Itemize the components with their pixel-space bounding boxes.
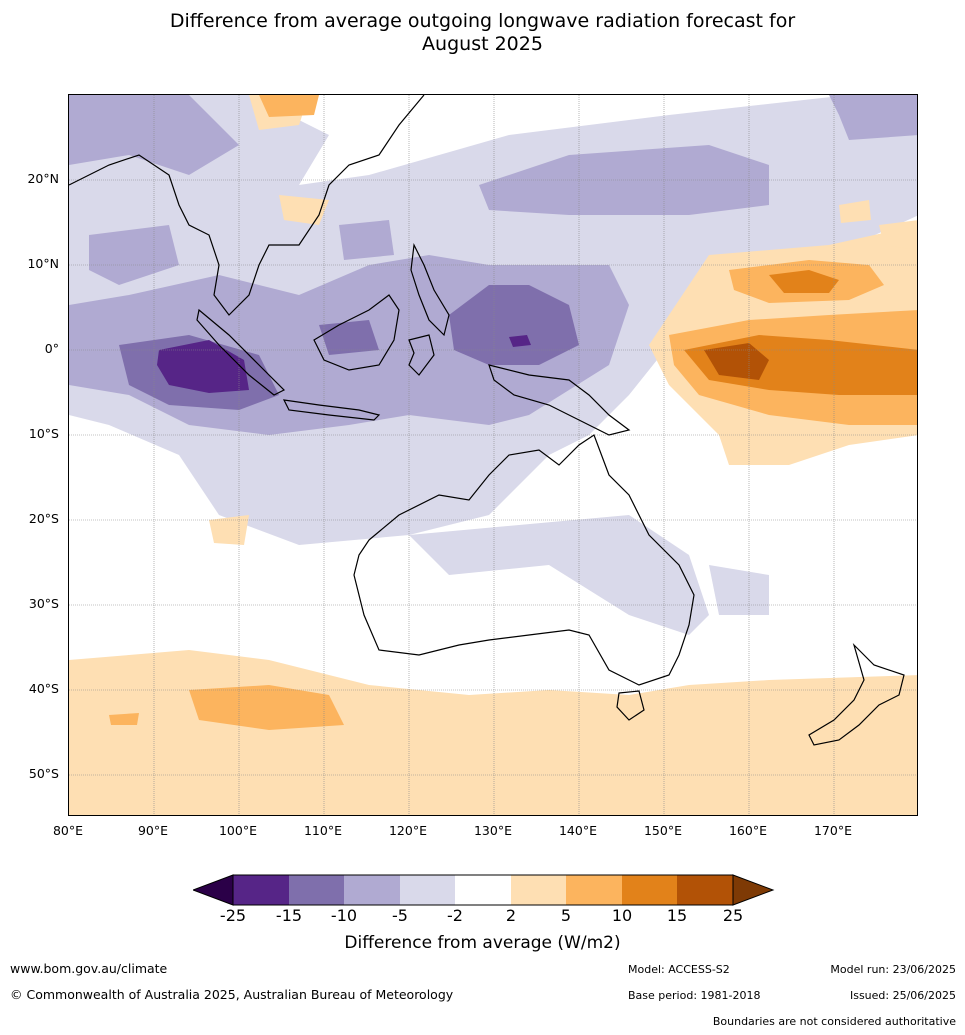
colorbar-box-1 [233, 875, 289, 905]
australia-coastline [353, 434, 695, 686]
colorbar-tick: 10 [611, 906, 633, 925]
colorbar-tick: -2 [447, 906, 463, 925]
borneo-coastline [313, 294, 400, 371]
asia-coastline [69, 95, 425, 316]
colorbar-over-arrow [732, 874, 775, 906]
colorbar-tick: 25 [722, 906, 744, 925]
new-guinea-coastline [488, 364, 631, 436]
colorbar-box-9 [677, 875, 733, 905]
java-coastline [282, 399, 381, 421]
colorbar-tick: 15 [666, 906, 688, 925]
lat-label: 50°S [28, 766, 59, 781]
tasmania-coastline [616, 690, 645, 721]
colorbar-tick: -25 [219, 906, 247, 925]
colorbar-tick: 2 [505, 906, 517, 925]
coastlines [69, 95, 905, 746]
colorbar-tick: 5 [560, 906, 572, 925]
colorbar-box-4 [400, 875, 455, 905]
colorbar-label: Difference from average (W/m2) [344, 933, 621, 953]
olr-anomaly-map [68, 94, 918, 816]
lon-label: 130°E [473, 823, 512, 838]
boundaries-disclaimer: Boundaries are not considered authoritat… [712, 1015, 956, 1028]
base-period: Base period: 1981-2018 [628, 989, 761, 1002]
colorbar-box-3 [344, 875, 400, 905]
model-run-date: Model run: 23/06/2025 [830, 963, 956, 976]
lon-label: 120°E [388, 823, 427, 838]
lon-label: 80°E [52, 823, 84, 838]
lon-label: 90°E [137, 823, 169, 838]
lat-label: 40°S [28, 681, 59, 696]
anomaly-band-minus15-minus25 [157, 335, 531, 393]
colorbar-tick: -10 [330, 906, 358, 925]
colorbar-box-2 [289, 875, 344, 905]
lat-label: 10°N [27, 256, 59, 271]
title-line-1: Difference from average outgoing longwav… [169, 10, 796, 32]
lon-label: 160°E [728, 823, 767, 838]
lat-label: 30°S [28, 596, 59, 611]
colorbar-tick: -15 [275, 906, 303, 925]
colorbar-under-arrow [191, 874, 234, 906]
lat-label: 0° [44, 341, 59, 356]
copyright-text: © Commonwealth of Australia 2025, Austra… [10, 987, 454, 1002]
anomaly-band-plus15-plus25 [704, 343, 769, 380]
website-link[interactable]: www.bom.gov.au/climate [10, 961, 168, 976]
lon-label: 170°E [813, 823, 852, 838]
colorbar-box-5 [455, 875, 511, 905]
map-title: Difference from average outgoing longwav… [0, 10, 965, 56]
issued-date: Issued: 25/06/2025 [849, 989, 956, 1002]
colorbar-tick: -5 [392, 906, 408, 925]
lat-label: 20°S [28, 511, 59, 526]
lat-label: 10°S [28, 426, 59, 441]
lat-label: 20°N [27, 171, 59, 186]
lon-label: 100°E [218, 823, 257, 838]
colorbar-box-6 [511, 875, 566, 905]
lon-label: 140°E [558, 823, 597, 838]
grid-lines [69, 95, 917, 815]
colorbar-box-7 [566, 875, 622, 905]
colorbar-graphic [191, 874, 775, 906]
title-line-2: August 2025 [422, 33, 543, 55]
map-canvas [69, 95, 917, 815]
new-zealand-coastline [808, 642, 905, 746]
model-name: Model: ACCESS-S2 [628, 963, 730, 976]
sumatra-coastline [196, 308, 286, 396]
philippines-coastline [410, 242, 450, 337]
colorbar-box-8 [622, 875, 677, 905]
lon-label: 110°E [303, 823, 342, 838]
lon-label: 150°E [643, 823, 682, 838]
colorbar [191, 874, 775, 912]
sulawesi-coastline [408, 334, 435, 376]
colorbar-outline [232, 874, 734, 906]
